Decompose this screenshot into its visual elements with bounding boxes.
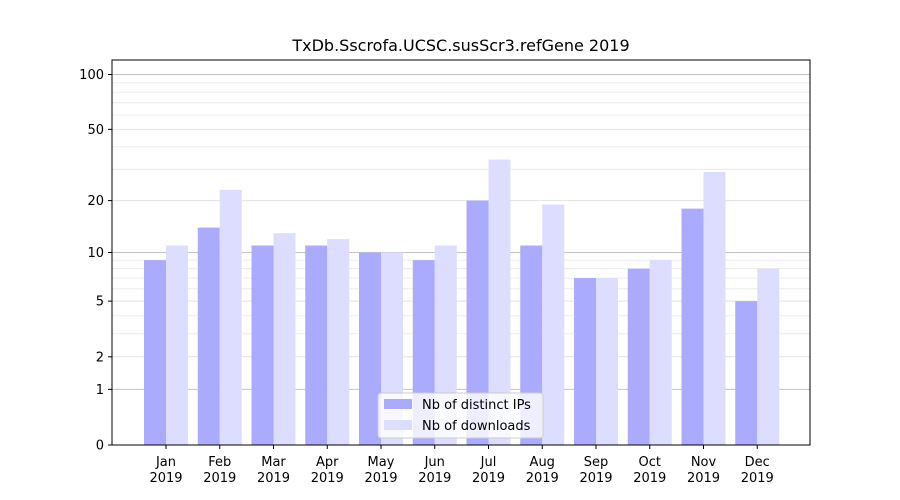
- y-tick-label: 1: [96, 383, 104, 398]
- bar-distinct-ips-jul: [466, 200, 489, 445]
- legend-swatch: [384, 420, 412, 430]
- bar-downloads-jan: [166, 245, 188, 445]
- x-tick-label-year: 2019: [687, 471, 720, 486]
- bar-distinct-ips-dec: [735, 301, 758, 445]
- bar-distinct-ips-may: [359, 252, 381, 445]
- bar-distinct-ips-apr: [305, 245, 328, 445]
- chart-title: TxDb.Sscrofa.UCSC.susScr3.refGene 2019: [291, 36, 629, 55]
- x-tick-label-month: Jan: [155, 455, 176, 470]
- bar-distinct-ips-oct: [627, 268, 650, 445]
- bar-distinct-ips-nov: [681, 208, 704, 445]
- y-tick-label: 2: [96, 350, 104, 365]
- bar-downloads-sep: [596, 278, 618, 445]
- x-tick-label-year: 2019: [741, 471, 774, 486]
- x-tick-label-month: Aug: [530, 455, 555, 470]
- x-tick-label-month: Jul: [480, 455, 497, 470]
- x-tick-label-year: 2019: [203, 471, 236, 486]
- x-tick-label-year: 2019: [149, 471, 182, 486]
- legend-box: [377, 392, 544, 439]
- legend-label: Nb of distinct IPs: [422, 398, 531, 413]
- x-tick-label-year: 2019: [364, 471, 397, 486]
- x-tick-label-month: Oct: [639, 455, 661, 470]
- x-tick-label-year: 2019: [257, 471, 290, 486]
- x-tick-label-month: Mar: [261, 455, 286, 470]
- bar-downloads-apr: [327, 239, 350, 445]
- y-axis: 0 1 2 5 10 20 50 100: [79, 68, 112, 454]
- y-tick-label: 100: [79, 68, 104, 83]
- bar-downloads-nov: [703, 171, 726, 445]
- bar-downloads-mar: [273, 233, 296, 445]
- x-tick-label-month: Nov: [691, 455, 717, 470]
- x-tick-label-year: 2019: [311, 471, 344, 486]
- bar-downloads-jul: [488, 159, 511, 445]
- x-tick-label-month: Jun: [424, 455, 445, 470]
- x-tick-label-month: Sep: [584, 455, 609, 470]
- y-tick-label: 5: [96, 295, 104, 310]
- bar-distinct-ips-feb: [197, 227, 220, 445]
- x-tick-label-year: 2019: [579, 471, 612, 486]
- x-axis: Jan2019Feb2019Mar2019Apr2019May2019Jun20…: [149, 445, 774, 486]
- bar-distinct-ips-jan: [144, 260, 166, 445]
- x-tick-label-year: 2019: [472, 471, 505, 486]
- y-tick-label: 0: [96, 439, 104, 454]
- x-tick-label-year: 2019: [418, 471, 451, 486]
- legend-label: Nb of downloads: [422, 419, 531, 434]
- x-tick-label-month: Dec: [745, 455, 770, 470]
- y-tick-label: 50: [87, 123, 104, 138]
- bar-downloads-oct: [649, 260, 672, 445]
- x-tick-label-month: Apr: [316, 455, 339, 470]
- bar-distinct-ips-sep: [574, 278, 596, 445]
- y-tick-label: 10: [87, 246, 104, 261]
- x-tick-label-year: 2019: [633, 471, 666, 486]
- bar-downloads-feb: [219, 189, 242, 445]
- y-tick-label: 20: [87, 194, 104, 209]
- bar-downloads-dec: [757, 268, 780, 445]
- bar-distinct-ips-mar: [251, 245, 274, 445]
- bar-downloads-aug: [542, 204, 565, 445]
- x-tick-label-year: 2019: [526, 471, 559, 486]
- x-tick-label-month: Feb: [208, 455, 231, 470]
- legend: Nb of distinct IPs Nb of downloads: [377, 392, 544, 439]
- x-tick-label-month: May: [368, 455, 395, 470]
- legend-swatch: [384, 399, 412, 409]
